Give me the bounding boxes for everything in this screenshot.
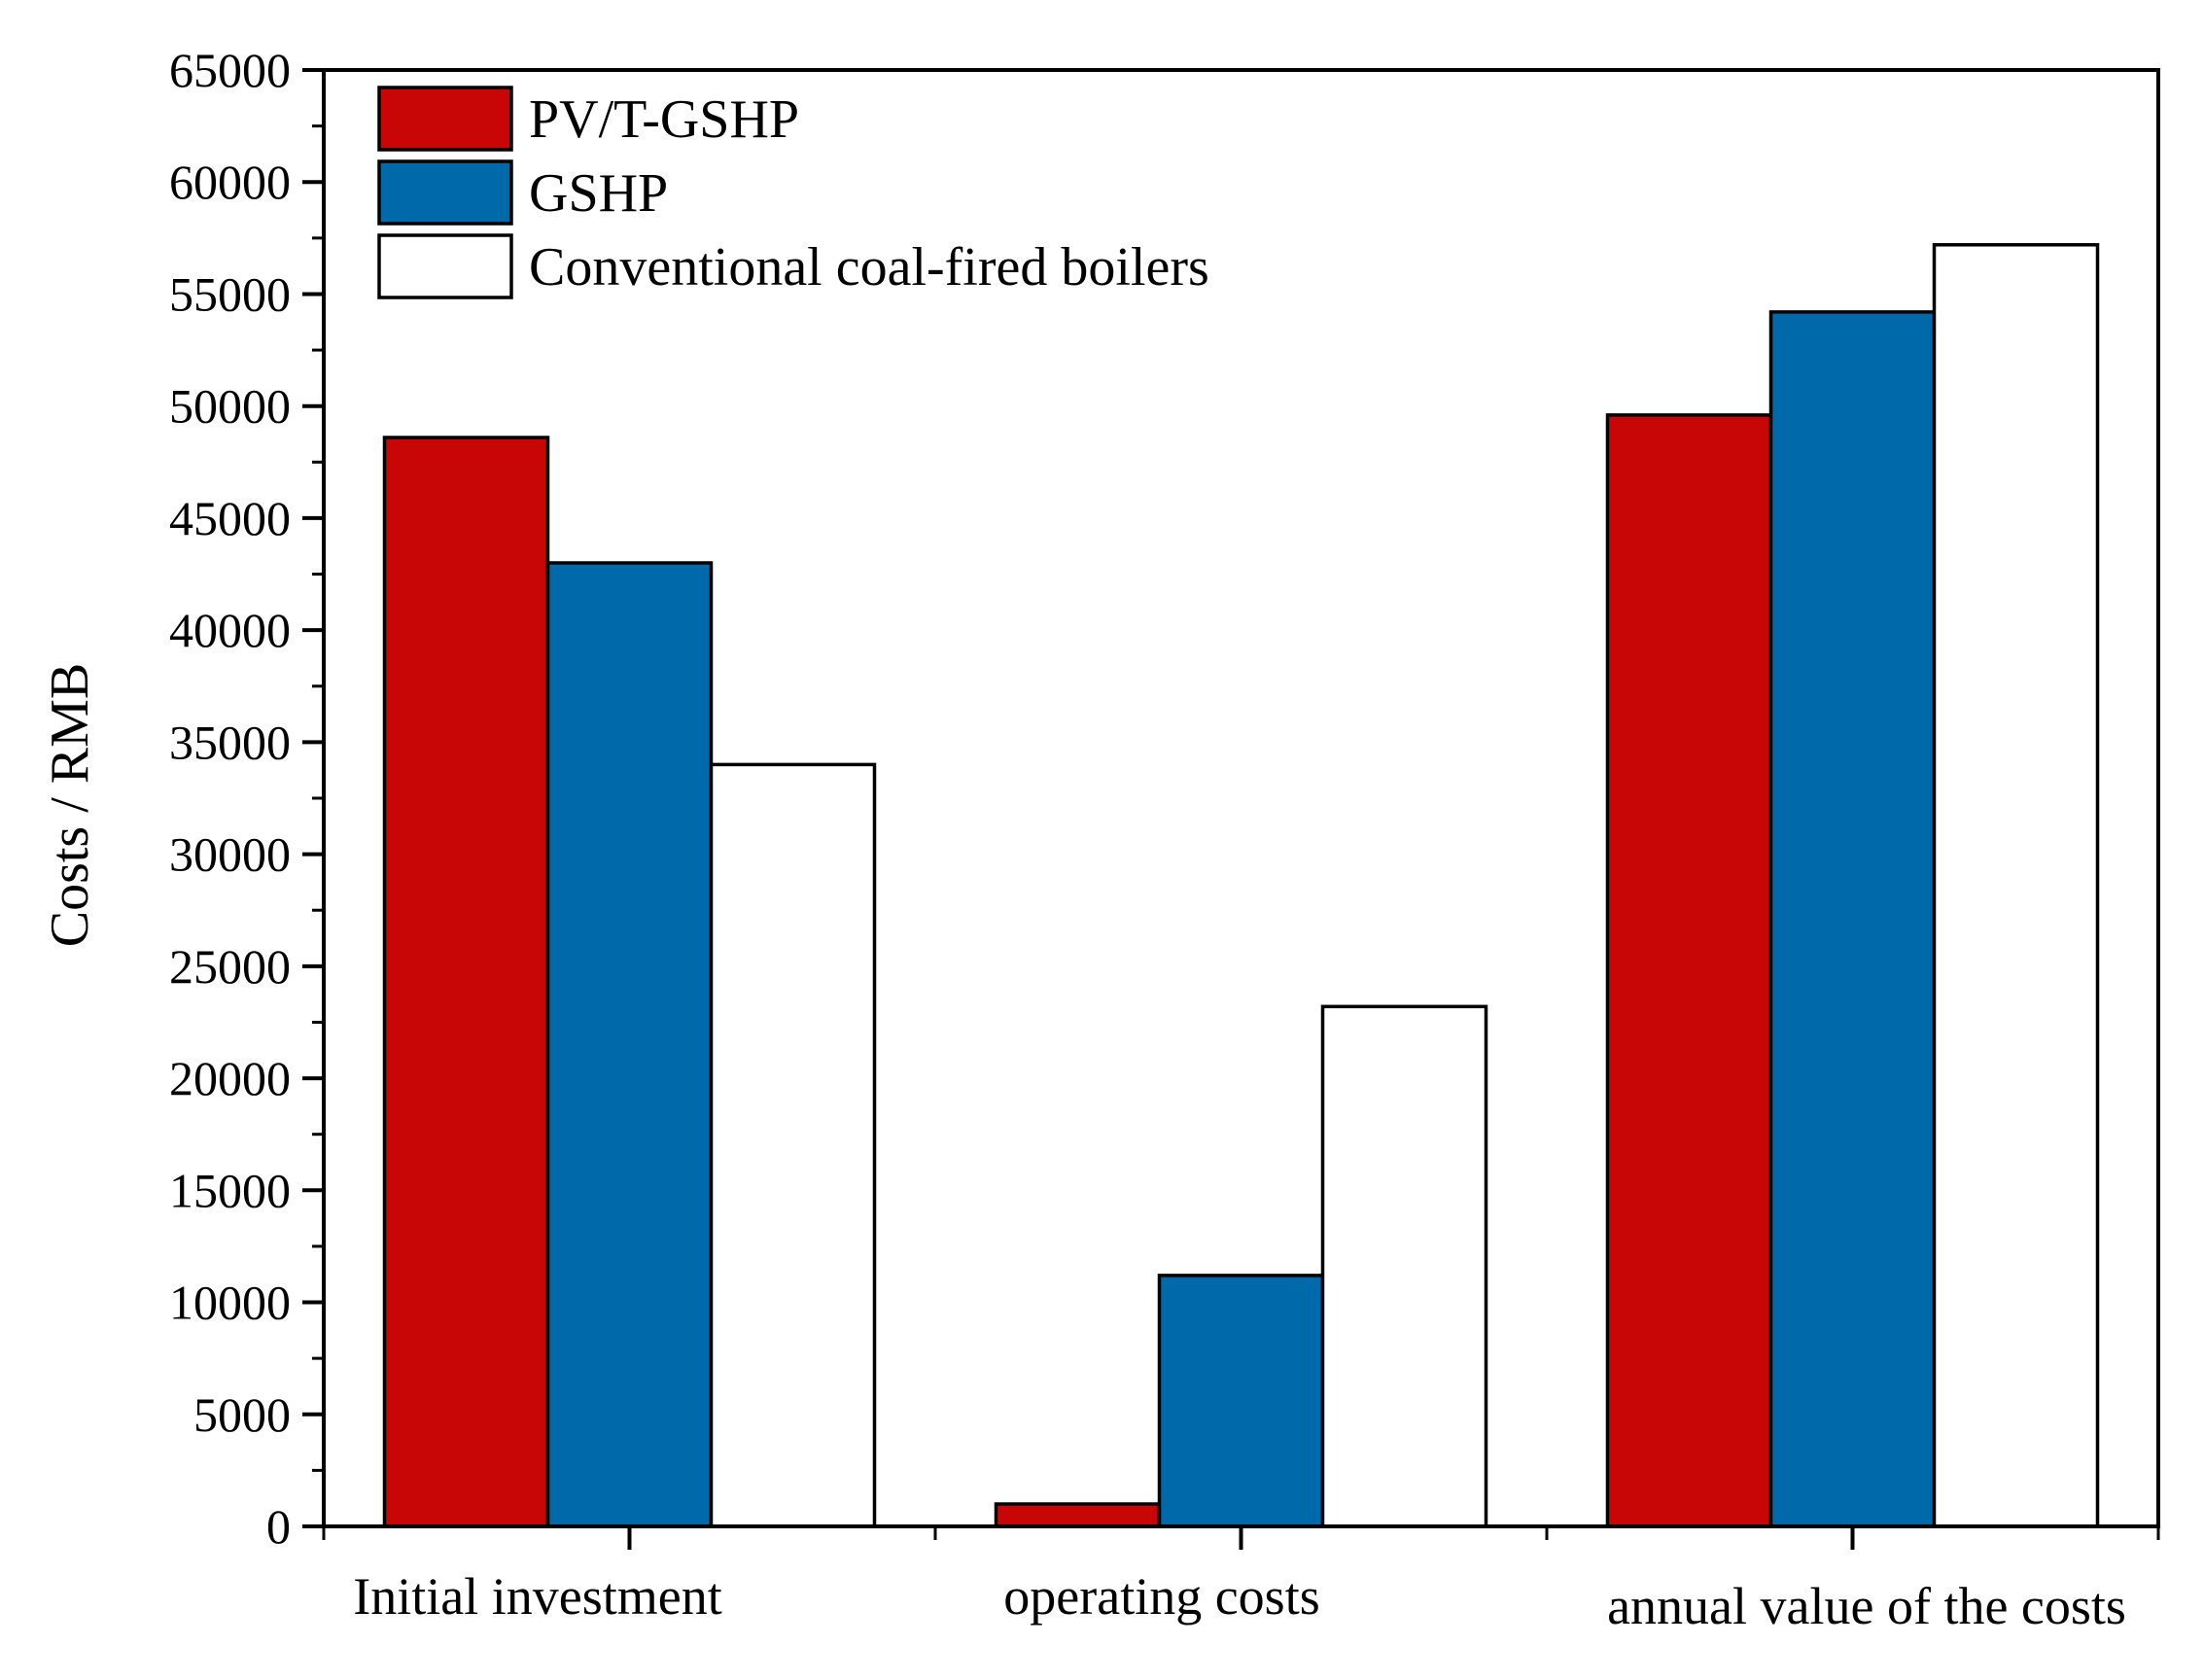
bar-gshp-0 bbox=[545, 561, 714, 1528]
y-tick-label: 15000 bbox=[169, 1163, 291, 1217]
y-tick-label: 35000 bbox=[169, 715, 291, 769]
legend-label: PV/T-GSHP bbox=[529, 89, 799, 150]
y-tick-label: 30000 bbox=[169, 827, 291, 882]
legend-swatch bbox=[377, 86, 513, 152]
y-tick-label: 20000 bbox=[169, 1051, 291, 1105]
x-category-label: annual value of the costs bbox=[1607, 1577, 2126, 1635]
y-tick-label: 60000 bbox=[169, 155, 291, 209]
y-tick-label: 40000 bbox=[169, 603, 291, 657]
y-tick-label: 0 bbox=[266, 1499, 291, 1554]
bar-gshp-2 bbox=[1768, 310, 1937, 1528]
y-axis-title: Costs / RMB bbox=[40, 663, 100, 948]
bar-conventional-coal-fired-boilers-1 bbox=[1320, 1004, 1488, 1528]
bar-conventional-coal-fired-boilers-0 bbox=[709, 762, 877, 1528]
legend-swatch bbox=[377, 233, 513, 299]
bar-pv-t-gshp-2 bbox=[1605, 413, 1773, 1528]
x-category-label: Initial investment bbox=[353, 1567, 721, 1626]
bar-pv-t-gshp-0 bbox=[382, 436, 550, 1528]
y-tick-label: 50000 bbox=[169, 379, 291, 434]
y-axis: 0 5000 10000 15000 20000 25000 30000 35000 40000… bbox=[169, 43, 324, 1554]
legend-label: GSHP bbox=[529, 163, 668, 224]
bar-conventional-coal-fired-boilers-2 bbox=[1932, 243, 2100, 1528]
y-tick-label: 55000 bbox=[169, 266, 291, 321]
bar-pv-t-gshp-1 bbox=[994, 1502, 1162, 1528]
legend-swatch bbox=[377, 159, 513, 226]
legend-label: Conventional coal-fired boilers bbox=[529, 237, 1209, 298]
y-tick-label: 25000 bbox=[169, 939, 291, 994]
bar-gshp-1 bbox=[1157, 1274, 1325, 1528]
legend: PV/T-GSHP GSHP Conventional coal-fired boi… bbox=[377, 86, 1209, 299]
bars-layer bbox=[382, 243, 2100, 1528]
x-category-label: operating costs bbox=[1003, 1567, 1319, 1626]
y-tick-label: 65000 bbox=[169, 43, 291, 97]
x-axis: Initial investment operating costs annual … bbox=[322, 1526, 2160, 1635]
y-tick-label: 10000 bbox=[169, 1276, 291, 1330]
y-tick-label: 45000 bbox=[169, 491, 291, 545]
y-tick-label: 5000 bbox=[193, 1387, 291, 1442]
